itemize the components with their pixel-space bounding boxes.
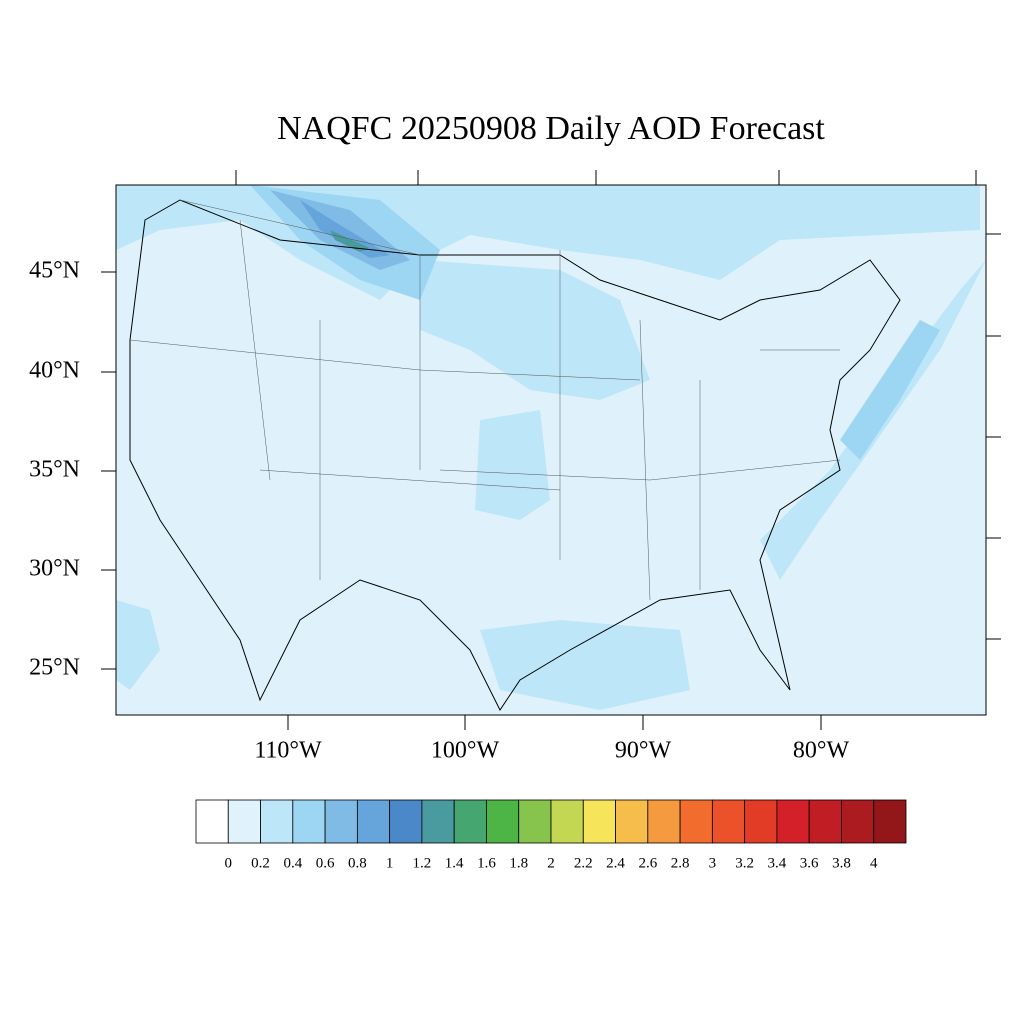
colorbar-box: [453, 799, 487, 844]
colorbar-box: [292, 799, 326, 844]
colorbar-box: [550, 799, 584, 844]
colorbar-box: [776, 799, 810, 844]
colorbar-box: [260, 799, 294, 844]
colorbar-label: 1.2: [413, 855, 432, 871]
colorbar-box: [486, 799, 520, 844]
colorbar-label: 1.6: [477, 855, 496, 871]
map: [115, 170, 1001, 716]
colorbar-box: [195, 799, 229, 844]
colorbar-box: [873, 799, 907, 844]
colorbar-box: [324, 799, 358, 844]
colorbar-label: 3.6: [800, 855, 819, 871]
colorbar-label: 1.8: [509, 855, 528, 871]
colorbar-box: [518, 799, 552, 844]
colorbar-label: 1: [386, 855, 394, 871]
colorbar-label: 2: [547, 855, 555, 871]
colorbar-label: 2.4: [606, 855, 625, 871]
colorbar-label: 0.6: [316, 855, 335, 871]
colorbar-label: 4: [870, 855, 878, 871]
colorbar-label: 0: [225, 855, 233, 871]
colorbar-box: [356, 799, 391, 844]
colorbar-label: 3.8: [832, 855, 851, 871]
lat-label: 30°N: [29, 556, 80, 582]
colorbar-label: 1.4: [445, 855, 464, 871]
colorbar-box: [647, 799, 681, 844]
colorbar-box: [841, 799, 875, 844]
lat-label: 45°N: [29, 258, 80, 284]
map-frame: [115, 184, 987, 716]
axis-labels: 45°N 40°N 35°N 30°N 25°N 110°W 100°W 90°W 80°W: [29, 258, 849, 764]
colorbar-box: [615, 799, 649, 844]
colorbar: 0 0.2 0.4 0.6 0.8 1 1.2 1.4 1.6 1.8 2 2.2 2.4 2.6 2.8 3…: [195, 799, 907, 871]
aod-field: [116, 185, 986, 711]
colorbar-box: [808, 799, 842, 844]
colorbar-label: 2.8: [671, 855, 690, 871]
colorbar-box: [227, 799, 261, 844]
colorbar-box: [711, 799, 746, 844]
lon-label: 90°W: [615, 738, 672, 764]
colorbar-label: 0.8: [348, 855, 367, 871]
colorbar-label: 2.6: [638, 855, 657, 871]
lat-label: 40°N: [29, 358, 80, 384]
colorbar-box: [389, 799, 423, 844]
lat-label: 35°N: [29, 457, 80, 483]
colorbar-box: [744, 799, 778, 844]
title: NAQFC 20250908 Daily AOD Forecast: [277, 110, 825, 147]
frame-ticks: [235, 170, 1001, 640]
colorbar-box: [679, 799, 713, 844]
colorbar-label: 3: [709, 855, 717, 871]
colorbar-label: 3.4: [768, 855, 787, 871]
colorbar-label: 0.4: [283, 855, 302, 871]
lon-label: 100°W: [431, 738, 500, 764]
colorbar-label: 2.2: [574, 855, 593, 871]
colorbar-label: 3.2: [735, 855, 754, 871]
lon-label: 110°W: [254, 738, 322, 764]
lon-label: 80°W: [793, 738, 850, 764]
lat-label: 25°N: [29, 655, 80, 681]
colorbar-box: [421, 799, 455, 844]
colorbar-box: [582, 799, 616, 844]
colorbar-label: 0.2: [251, 855, 270, 871]
